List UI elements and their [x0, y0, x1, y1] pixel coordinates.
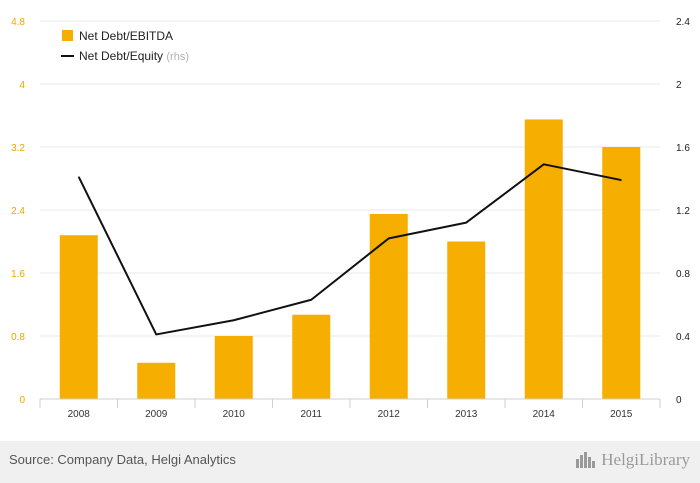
bar	[369, 213, 408, 399]
x-tick-label: 2009	[145, 409, 168, 420]
helgi-library-logo[interactable]: HelgiLibrary	[575, 450, 690, 470]
bar	[292, 314, 331, 399]
bar	[447, 241, 486, 399]
legend-swatch-bar	[62, 30, 73, 41]
y-left-tick-label: 4	[19, 80, 25, 91]
x-tick-label: 2013	[455, 409, 478, 420]
skyline-icon	[576, 452, 596, 468]
legend-label-line: Net Debt/Equity (rhs)	[79, 49, 189, 63]
line-series	[77, 163, 622, 336]
x-tick-label: 2015	[610, 409, 633, 420]
line-point	[543, 163, 545, 165]
x-tick-label: 2012	[378, 409, 401, 420]
y-right-tick-label: 1.6	[676, 143, 690, 154]
y-left-tick-label: 1.6	[11, 269, 25, 280]
y-left-tick-label: 2.4	[11, 206, 25, 217]
y-right-tick-label: 2.4	[676, 17, 690, 28]
y-right-tick-label: 1.2	[676, 206, 690, 217]
x-tick-label: 2010	[223, 409, 246, 420]
y-right-tick-label: 2	[676, 80, 682, 91]
y-left-tick-label: 3.2	[11, 143, 25, 154]
bar	[59, 235, 98, 399]
line-point	[388, 237, 390, 239]
footer: Source: Company Data, Helgi Analytics He…	[0, 441, 700, 483]
line-point	[620, 179, 622, 181]
y-right-tick-label: 0	[676, 395, 682, 406]
y-left-tick-label: 0	[19, 395, 25, 406]
x-tick-label: 2014	[533, 409, 556, 420]
line-point	[310, 299, 312, 301]
y-right-tick-label: 0.4	[676, 332, 690, 343]
line-point	[465, 222, 467, 224]
y-right-tick-label: 0.8	[676, 269, 690, 280]
line-point	[155, 333, 157, 335]
bar	[524, 119, 563, 399]
y-left-tick-label: 4.8	[11, 17, 25, 28]
bars	[59, 119, 641, 399]
line-series-path	[77, 163, 622, 336]
axes: 0 0.8 1.6 2.4 3.2 4 4.8 0 0.4 0.8 1.2 1.6 2 2.4 2008 20…	[11, 17, 690, 420]
line-point	[233, 319, 235, 321]
chart-svg: 0 0.8 1.6 2.4 3.2 4 4.8 0 0.4 0.8 1.2 1.6 2 2.4 2008 20…	[11, 17, 690, 420]
logo-text: HelgiLibrary	[601, 450, 690, 469]
x-tick-label: 2008	[68, 409, 91, 420]
legend-label-bar: Net Debt/EBITDA	[79, 29, 173, 43]
x-tick-label: 2011	[300, 409, 322, 420]
bar	[602, 147, 641, 399]
source-text: Source: Company Data, Helgi Analytics	[9, 452, 236, 467]
bar	[137, 362, 176, 399]
line-point	[78, 176, 80, 178]
legend: Net Debt/EBITDA Net Debt/Equity (rhs)	[61, 29, 189, 63]
bar	[214, 336, 253, 399]
y-left-tick-label: 0.8	[11, 332, 25, 343]
